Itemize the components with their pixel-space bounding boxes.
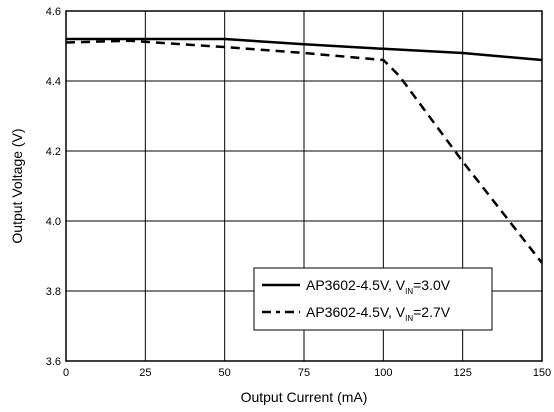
x-tick-label: 50 (219, 367, 231, 379)
series-lines (65, 37, 543, 264)
y-tick-label: 4.4 (46, 76, 61, 88)
tick-labels: 0 25 50 75 100 125 150 3.6 3.8 4.0 4.2 4.4 4.6 (46, 6, 551, 379)
x-tick-label: 0 (63, 367, 69, 379)
series-line-1 (66, 37, 543, 62)
legend: AP3602-4.5V, VIN=3.0V AP3602-4.5V, VIN=2.… (253, 267, 493, 331)
y-tick-label: 4.2 (46, 146, 61, 158)
legend-label: AP3602-4.5V, VIN=3.0V (306, 277, 451, 296)
legend-label: AP3602-4.5V, VIN=2.7V (306, 304, 451, 323)
legend-box (253, 267, 493, 331)
y-tick-label: 3.8 (46, 286, 61, 298)
x-tick-label: 125 (453, 367, 471, 379)
y-tick-label: 4.6 (46, 6, 61, 18)
x-tick-label: 150 (533, 367, 551, 379)
series-line-2 (65, 39, 543, 264)
y-axis-label: Output Voltage (V) (9, 128, 25, 243)
x-tick-label: 100 (374, 367, 392, 379)
x-tick-label: 25 (139, 367, 151, 379)
x-axis-label: Output Current (mA) (241, 389, 368, 405)
plot-frame (65, 10, 543, 362)
x-tick-label: 75 (298, 367, 310, 379)
y-tick-label: 4.0 (46, 216, 61, 228)
y-tick-label: 3.6 (46, 356, 61, 368)
